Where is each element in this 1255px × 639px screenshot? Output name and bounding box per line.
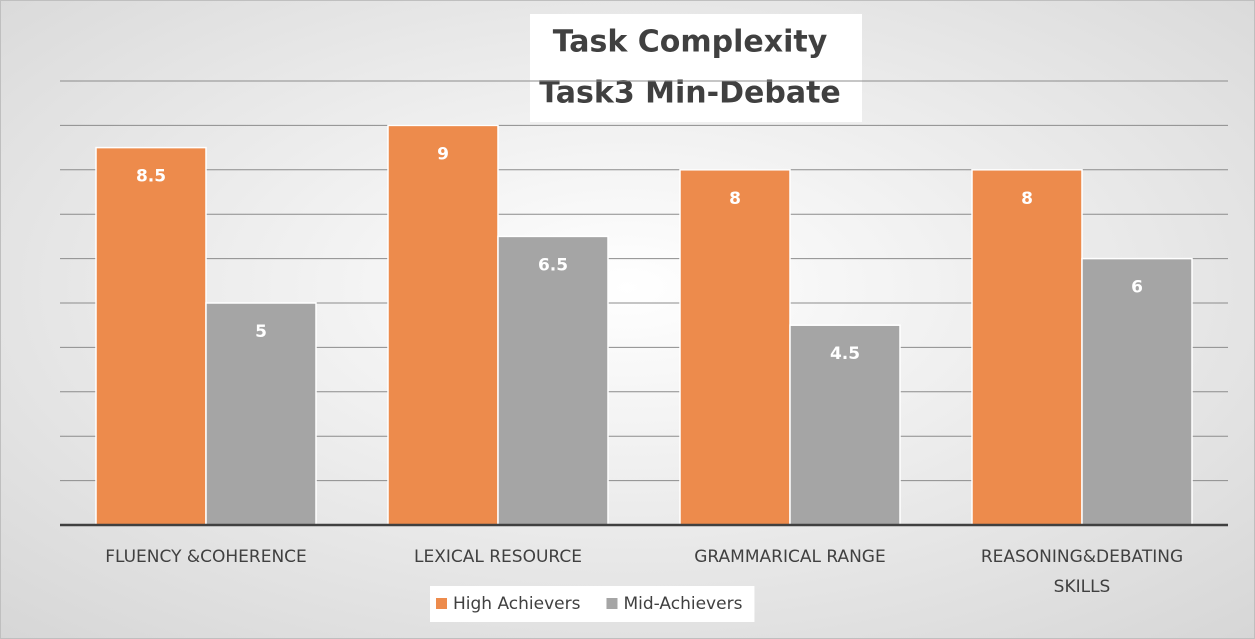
- data-label: 8.5: [136, 167, 166, 187]
- x-tick-label: REASONING&DEBATING SKILLS: [981, 547, 1183, 597]
- x-tick-label: FLUENCY &COHERENCE: [105, 547, 307, 567]
- legend-label: High Achievers: [453, 594, 581, 614]
- x-tick-label: LEXICAL RESOURCE: [414, 547, 582, 567]
- x-tick-label: GRAMMARICAL RANGE: [694, 547, 885, 567]
- legend-label: Mid-Achievers: [623, 594, 742, 614]
- legend-box: [430, 586, 755, 622]
- data-label: 4.5: [830, 344, 860, 364]
- data-label: 8: [729, 189, 741, 209]
- x-tick-label-line: REASONING&DEBATING: [981, 547, 1183, 567]
- bar: [205, 302, 317, 526]
- data-label: 9: [437, 144, 449, 164]
- data-label: 6: [1131, 278, 1143, 298]
- bar: [679, 169, 791, 526]
- data-label: 5: [255, 322, 267, 342]
- bar: [971, 169, 1083, 526]
- bar: [497, 235, 609, 526]
- legend-swatch: [436, 598, 447, 609]
- bar: [1081, 257, 1193, 526]
- bar: [95, 146, 207, 526]
- data-label: 8: [1021, 189, 1033, 209]
- data-label: 6.5: [538, 255, 568, 275]
- bar: [789, 324, 901, 526]
- legend-swatch: [606, 598, 618, 609]
- chart-title: Task Complexity: [553, 25, 828, 60]
- title-box: [530, 14, 862, 122]
- x-tick-label-line: SKILLS: [1054, 577, 1111, 597]
- bar: [387, 124, 499, 526]
